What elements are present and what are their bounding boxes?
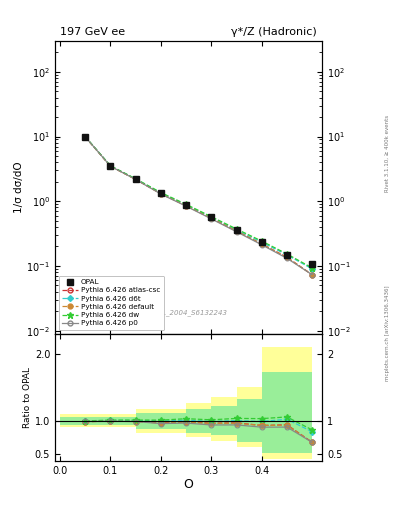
Text: γ*/Z (Hadronic): γ*/Z (Hadronic) bbox=[231, 27, 317, 36]
Y-axis label: 1/σ dσ/dO: 1/σ dσ/dO bbox=[13, 161, 24, 213]
Text: 197 GeV ee: 197 GeV ee bbox=[61, 27, 125, 36]
X-axis label: O: O bbox=[184, 478, 194, 492]
Legend: OPAL, Pythia 6.426 atlas-csc, Pythia 6.426 d6t, Pythia 6.426 default, Pythia 6.4: OPAL, Pythia 6.426 atlas-csc, Pythia 6.4… bbox=[59, 275, 164, 330]
Text: mcplots.cern.ch [arXiv:1306.3436]: mcplots.cern.ch [arXiv:1306.3436] bbox=[385, 285, 389, 380]
Y-axis label: Ratio to OPAL: Ratio to OPAL bbox=[23, 367, 32, 428]
Text: OPAL_2004_S6132243: OPAL_2004_S6132243 bbox=[149, 309, 228, 316]
Text: Rivet 3.1.10, ≥ 400k events: Rivet 3.1.10, ≥ 400k events bbox=[385, 115, 389, 192]
